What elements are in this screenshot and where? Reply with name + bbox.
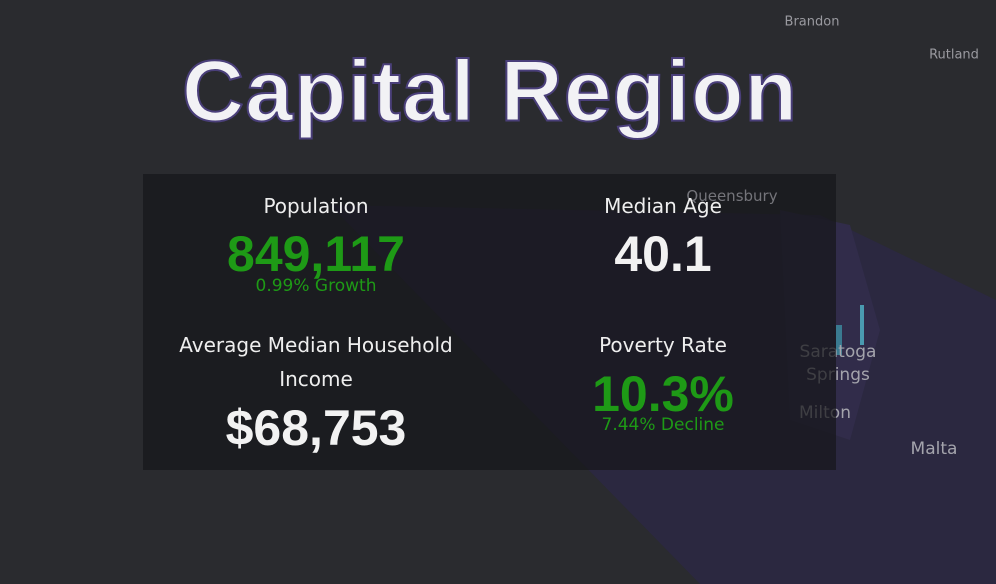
map-label: Brandon [784, 14, 840, 30]
stat-value: 10.3% [592, 366, 734, 422]
stat-label: Average Median Household Income [179, 333, 453, 391]
building [836, 325, 842, 355]
stat-label: Poverty Rate [599, 333, 727, 357]
stat-note: 7.44% Decline [601, 415, 725, 435]
stats-panel [143, 174, 836, 470]
title: Capital Region [181, 43, 799, 141]
map-label: Queensbury [686, 187, 778, 205]
stat-label: Median Age [604, 194, 722, 218]
building [860, 305, 864, 345]
stat-value: 40.1 [614, 226, 712, 282]
map-label: Malta [910, 439, 958, 459]
stat-value: $68,753 [225, 400, 407, 456]
map-label: Rutland [929, 47, 979, 63]
stat-note: 0.99% Growth [255, 276, 377, 296]
stat-label: Population [263, 194, 369, 218]
stat-value: 849,117 [227, 226, 405, 282]
